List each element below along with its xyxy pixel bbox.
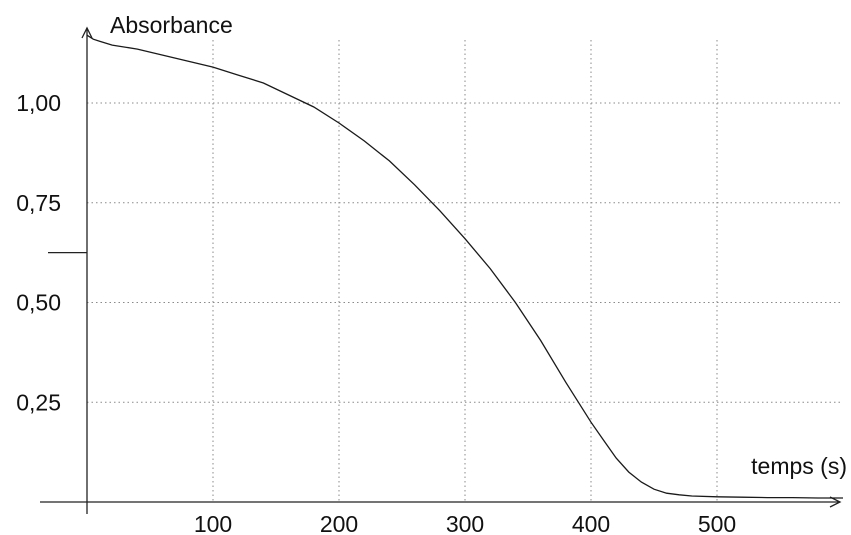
series-line [86, 34, 843, 499]
y-axis-title: Absorbance [110, 12, 233, 38]
y-tick-label: 0,75 [16, 190, 61, 216]
x-tick-label: 100 [194, 511, 232, 535]
x-axis-arrow-icon [829, 496, 842, 508]
y-tick-label: 1,00 [16, 90, 61, 116]
y-tick-label: 0,25 [16, 389, 61, 415]
x-tick-label: 200 [320, 511, 358, 535]
y-axis-arrow-icon [81, 26, 93, 39]
y-tick-label: 0,50 [16, 290, 61, 316]
tick-labels: 100 200 300 400 500 0,25 0,50 0,75 1,00 [16, 90, 736, 535]
x-tick-label: 400 [572, 511, 610, 535]
grid [87, 40, 840, 502]
x-tick-label: 500 [698, 511, 736, 535]
axes [40, 26, 842, 514]
x-axis-title: temps (s) [751, 453, 847, 479]
x-tick-label: 300 [446, 511, 484, 535]
